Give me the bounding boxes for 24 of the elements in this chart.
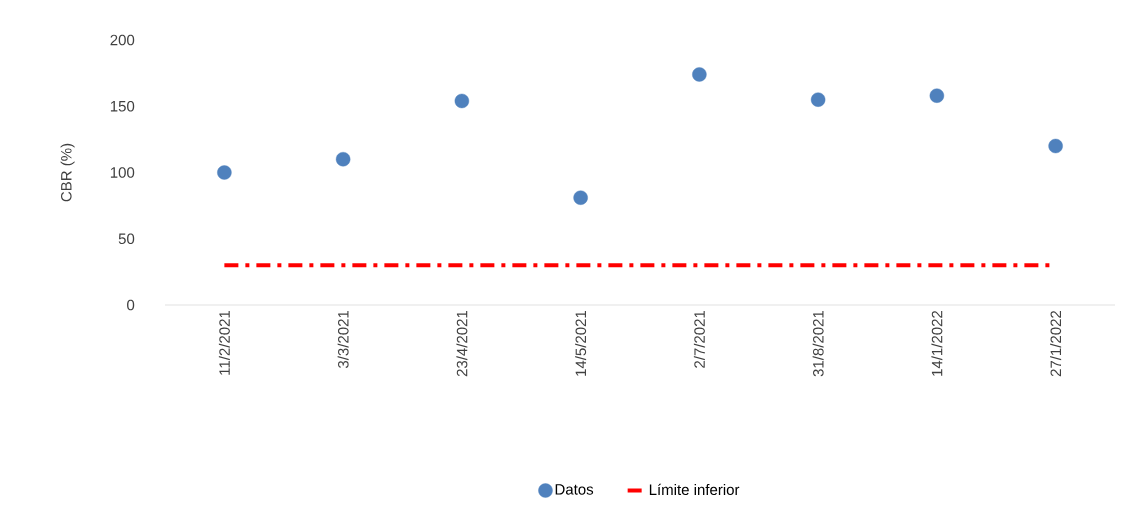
x-tick-label: 11/2/2021 [218,310,230,375]
point [217,165,232,180]
x-tick-label: 23/4/2021 [456,310,468,377]
point [1048,138,1063,154]
legend-label: Límite inferior [649,483,740,496]
y-tick-label: 0 [127,299,135,311]
x-tick-label: 27/1/2022 [1050,310,1062,377]
x-tick-label: 14/5/2021 [575,310,587,376]
y-tick-label: 50 [118,233,135,245]
y-tick-label: 200 [110,34,135,46]
y-axis-title: CBR (%) [60,143,75,202]
y-tick-label: 150 [110,100,135,112]
x-tick-label: 2/7/2021 [693,310,705,368]
point [692,67,707,82]
point [335,152,351,167]
point [929,88,945,103]
y-tick-label: 100 [110,167,135,178]
x-tick-label: 31/8/2021 [812,310,824,377]
point [573,190,588,205]
x-tick-label: 14/1/2022 [931,310,943,376]
x-tick-label: 3/3/2021 [337,310,349,369]
legend-label: Datos [555,484,594,495]
point [454,93,470,109]
point [810,92,826,107]
